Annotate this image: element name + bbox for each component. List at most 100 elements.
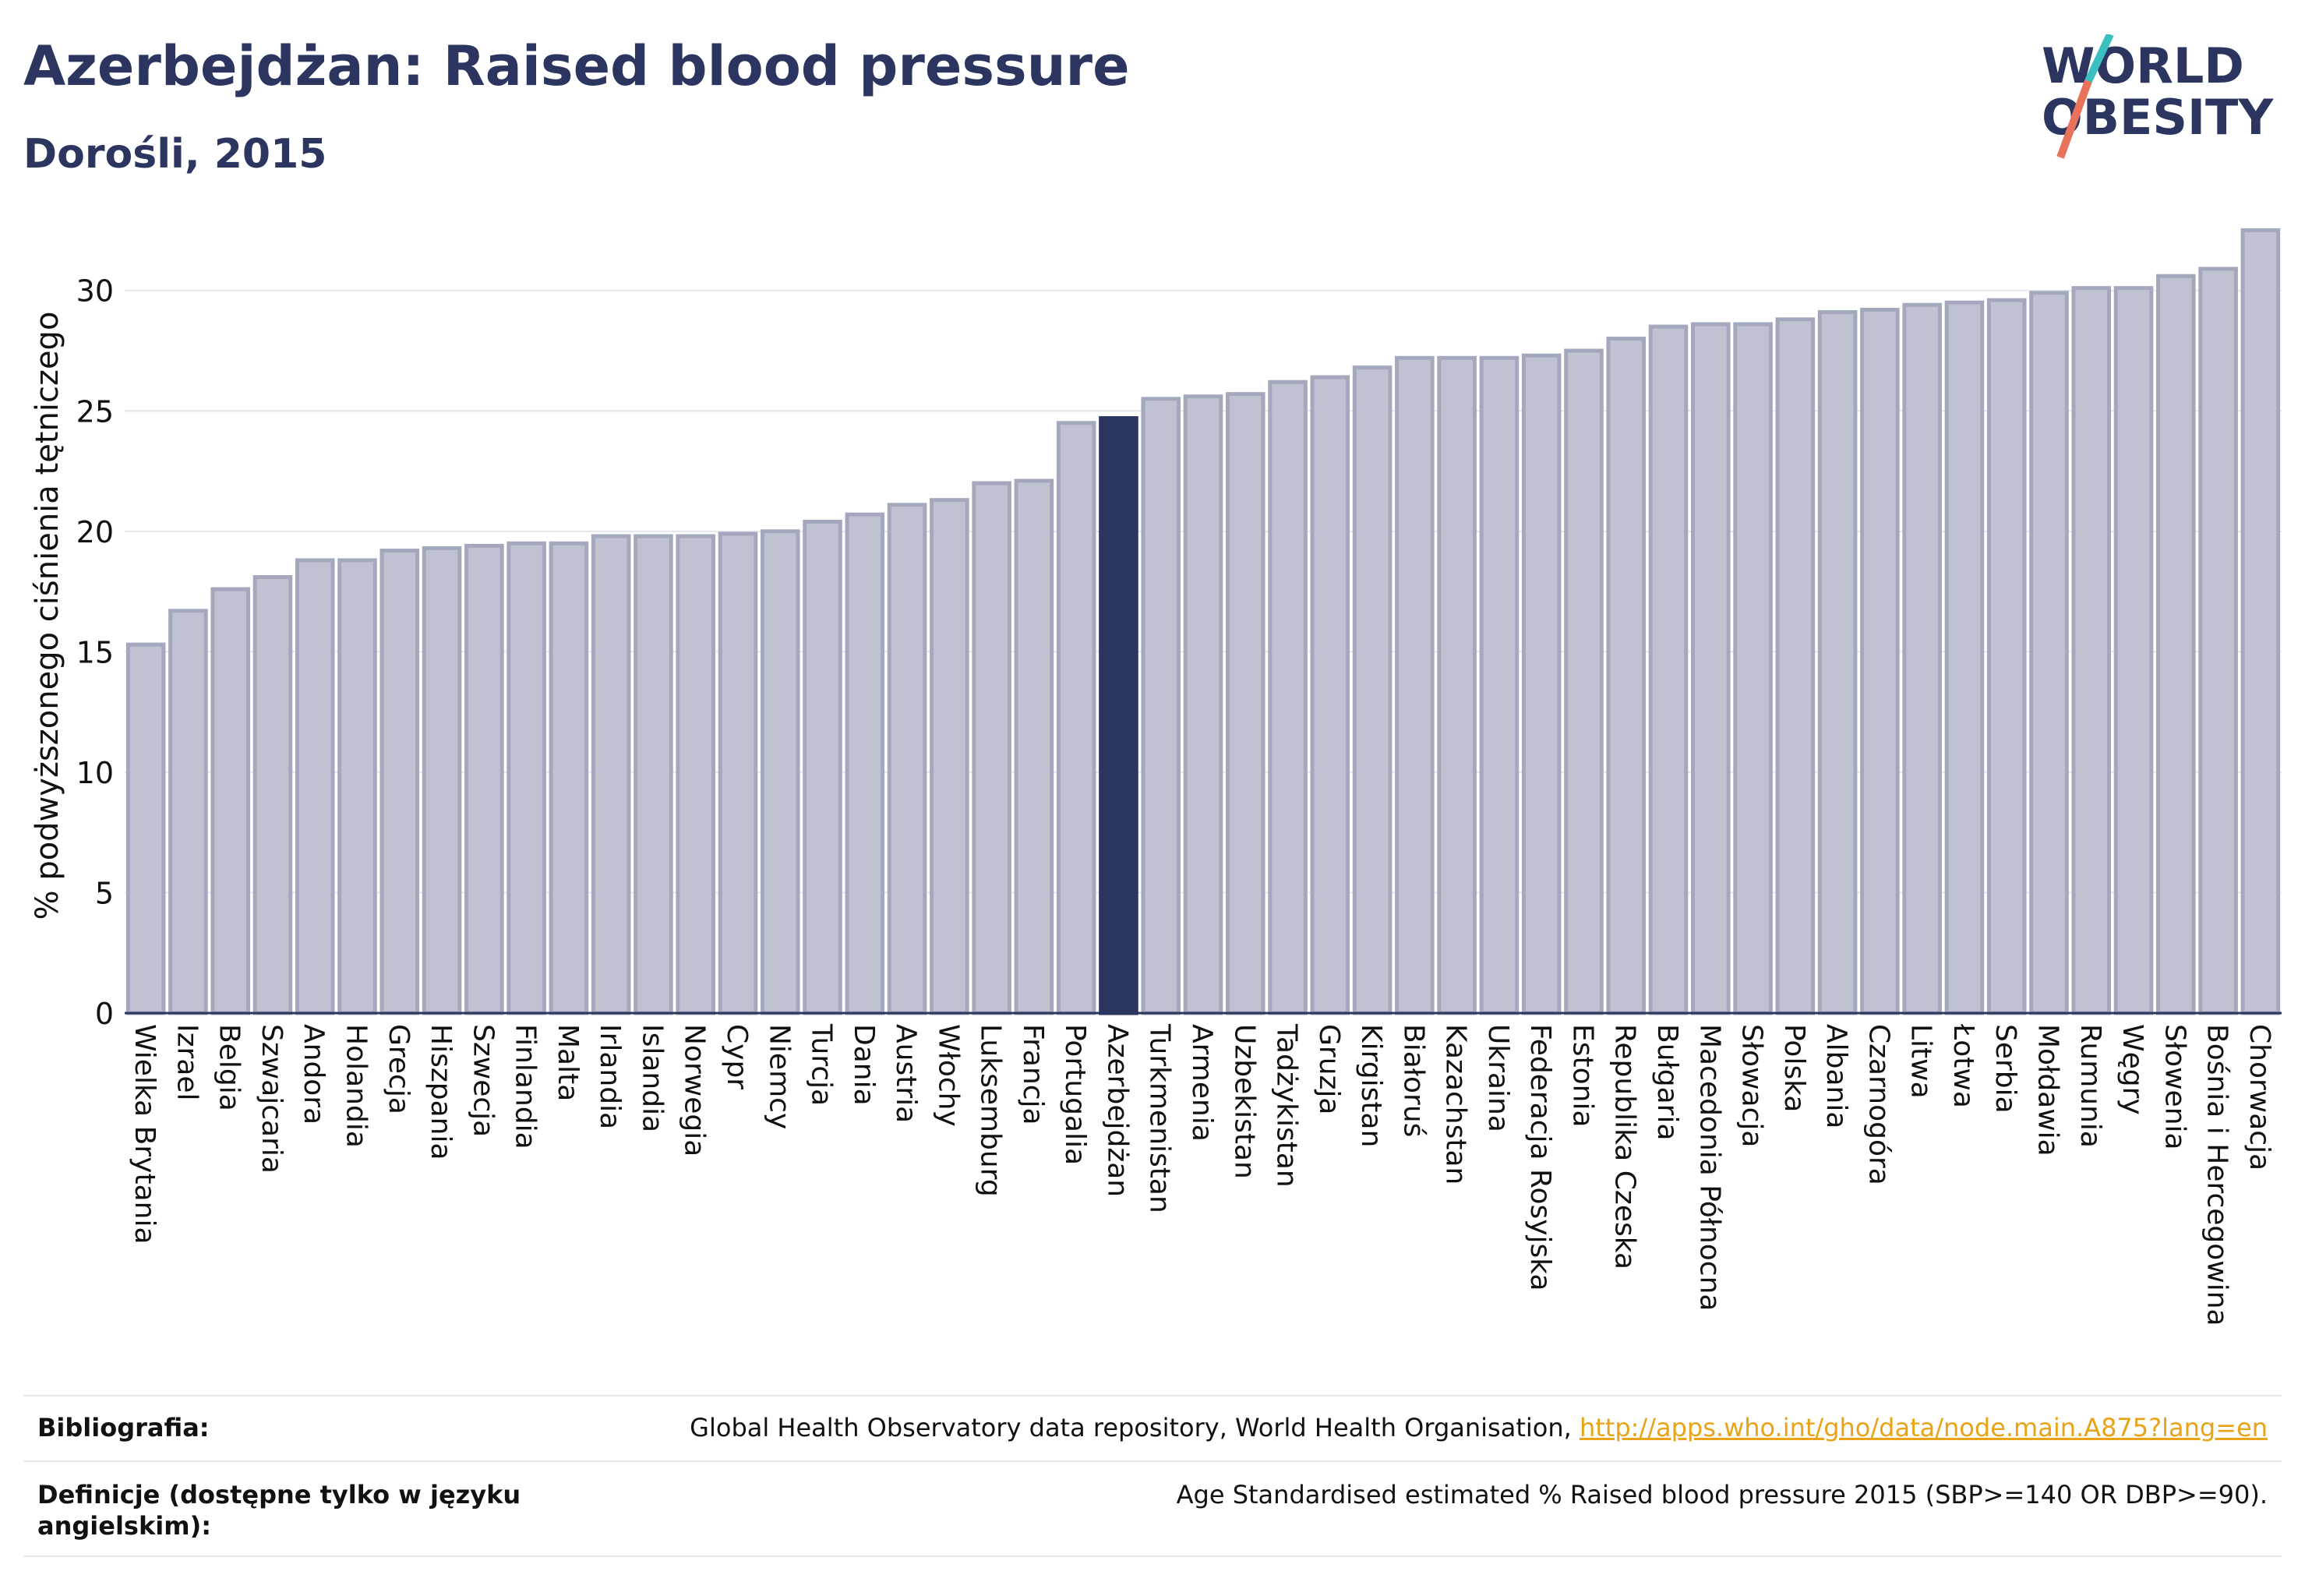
x-tick-label: Luksemburg	[975, 1024, 1007, 1197]
x-tick-label: Bułgaria	[1651, 1024, 1683, 1141]
bar-chart: 0 5 10 15 20 25 30 Wielka Brytania Izrael Belgia…	[30, 228, 2282, 1326]
x-tick-label: Republika Czeska	[1609, 1024, 1641, 1269]
bar	[210, 587, 250, 1015]
x-tick-label: Macedonia Północna	[1693, 1024, 1725, 1311]
bar	[1817, 310, 1858, 1015]
x-tick-label: Litwa	[1905, 1024, 1937, 1099]
logo-line1: WORLD	[2042, 37, 2244, 94]
x-tick-label: Islandia	[636, 1024, 668, 1132]
y-tick-label: 0	[95, 997, 114, 1031]
bar	[2029, 291, 2069, 1015]
x-tick-label: Andora	[298, 1024, 330, 1125]
x-tick-label: Słowenia	[2159, 1024, 2190, 1150]
bar	[1986, 298, 2027, 1015]
x-tick-label: Bośnia i Hercegowina	[2201, 1024, 2233, 1326]
footer-divider-bottom	[23, 1555, 2282, 1557]
bar	[2071, 286, 2112, 1015]
bar	[2113, 286, 2154, 1015]
x-tick-label: Uzbekistan	[1228, 1024, 1260, 1179]
bar	[1310, 375, 1350, 1015]
bar	[1648, 324, 1689, 1015]
bar	[549, 541, 589, 1015]
bibliography-value: Global Health Observatory data repositor…	[690, 1412, 2268, 1443]
x-tick-label: Holandia	[341, 1024, 372, 1148]
bar	[1352, 365, 1393, 1015]
bar	[1479, 355, 1520, 1015]
bar	[1183, 394, 1223, 1015]
bar	[125, 642, 166, 1015]
x-tick-label: Federacja Rosyjska	[1524, 1024, 1556, 1291]
bar	[168, 609, 208, 1015]
y-tick-label: 25	[76, 394, 114, 429]
bar	[760, 529, 800, 1015]
logo-slash-coral	[2056, 79, 2092, 159]
footer-bibliography: Bibliografia: Global Health Observatory …	[23, 1396, 2282, 1460]
bar	[1521, 353, 1562, 1015]
x-tick-label: Hiszpania	[425, 1024, 457, 1160]
bar	[2198, 267, 2238, 1015]
footer-divider-top	[23, 1395, 2282, 1396]
x-tick-label: Szwecja	[467, 1024, 499, 1137]
x-tick-label: Mołdawia	[2031, 1024, 2063, 1156]
x-tick-label: Łotwa	[1947, 1023, 1979, 1108]
page-title: Azerbejdżan: Raised blood pressure	[23, 34, 1130, 98]
bar	[1099, 416, 1138, 1015]
y-tick-label: 30	[76, 274, 114, 309]
bar	[887, 503, 927, 1015]
bar	[634, 534, 673, 1015]
footer-divider-middle	[23, 1460, 2282, 1462]
x-tick-label: Wielka Brytania	[129, 1024, 161, 1245]
bar	[1268, 380, 1308, 1015]
bar	[591, 534, 631, 1015]
page-subtitle: Dorośli, 2015	[23, 131, 327, 178]
y-tick-label: 5	[95, 876, 114, 910]
world-obesity-logo: WORLD OBESITY	[2042, 34, 2274, 159]
x-tick-label: Grecja	[383, 1024, 415, 1114]
x-tick-label: Gruzja	[1313, 1024, 1345, 1114]
x-tick-label: Norwegia	[679, 1024, 711, 1156]
bar	[507, 541, 546, 1015]
bar	[1775, 317, 1816, 1015]
x-tick-label: Kirgistan	[1355, 1024, 1387, 1147]
footer-definitions: Definicje (dostępne tylko w języku angie…	[23, 1462, 2282, 1554]
x-tick-label: Rumunia	[2074, 1024, 2106, 1148]
x-tick-label: Albania	[1820, 1024, 1852, 1128]
x-tick-label: Czarnogóra	[1862, 1024, 1894, 1185]
bar	[1902, 302, 1942, 1015]
bars	[125, 228, 2281, 1015]
bar	[464, 543, 504, 1015]
x-tick-label: Estonia	[1566, 1024, 1598, 1128]
y-tick-label: 10	[76, 756, 114, 790]
definitions-label: Definicje (dostępne tylko w języku angie…	[37, 1480, 521, 1541]
x-tick-label: Serbia	[1989, 1024, 2021, 1114]
bar	[337, 558, 377, 1015]
bibliography-link[interactable]: http://apps.who.int/gho/data/node.main.A…	[1579, 1413, 2268, 1442]
y-axis-label: % podwyższonego ciśnienia tętniczego	[30, 312, 65, 920]
x-tick-label: Niemcy	[763, 1024, 795, 1129]
y-tick-label: 15	[76, 635, 114, 669]
bar	[422, 546, 462, 1015]
bar	[1860, 307, 1900, 1015]
x-tick-label: Ukraina	[1482, 1024, 1514, 1132]
x-tick-label: Azerbejdżan	[1101, 1024, 1133, 1197]
logo-slash-teal	[2084, 34, 2114, 83]
bar	[1395, 355, 1435, 1015]
x-tick-label: Belgia	[214, 1024, 245, 1111]
x-tick-label: Irlandia	[594, 1024, 626, 1129]
x-tick-label: Chorwacja	[2243, 1024, 2275, 1171]
y-tick-labels: 0 5 10 15 20 25 30	[76, 274, 114, 1031]
x-tick-label: Szwajcaria	[256, 1024, 288, 1174]
bar	[845, 512, 885, 1015]
bar	[803, 519, 842, 1015]
x-tick-label: Austria	[890, 1024, 922, 1123]
bar	[676, 534, 716, 1015]
x-tick-label: Kazachstan	[1440, 1024, 1472, 1185]
bar	[1056, 421, 1096, 1015]
bar	[295, 558, 335, 1015]
x-tick-label: Dania	[848, 1024, 880, 1106]
bibliography-text: Global Health Observatory data repositor…	[690, 1413, 1580, 1442]
y-tick-label: 20	[76, 515, 114, 549]
x-tick-labels: Wielka Brytania Izrael Belgia Szwajcaria And…	[129, 1023, 2275, 1326]
x-tick-label: Włochy	[932, 1024, 964, 1127]
x-tick-label: Malta	[552, 1024, 584, 1101]
